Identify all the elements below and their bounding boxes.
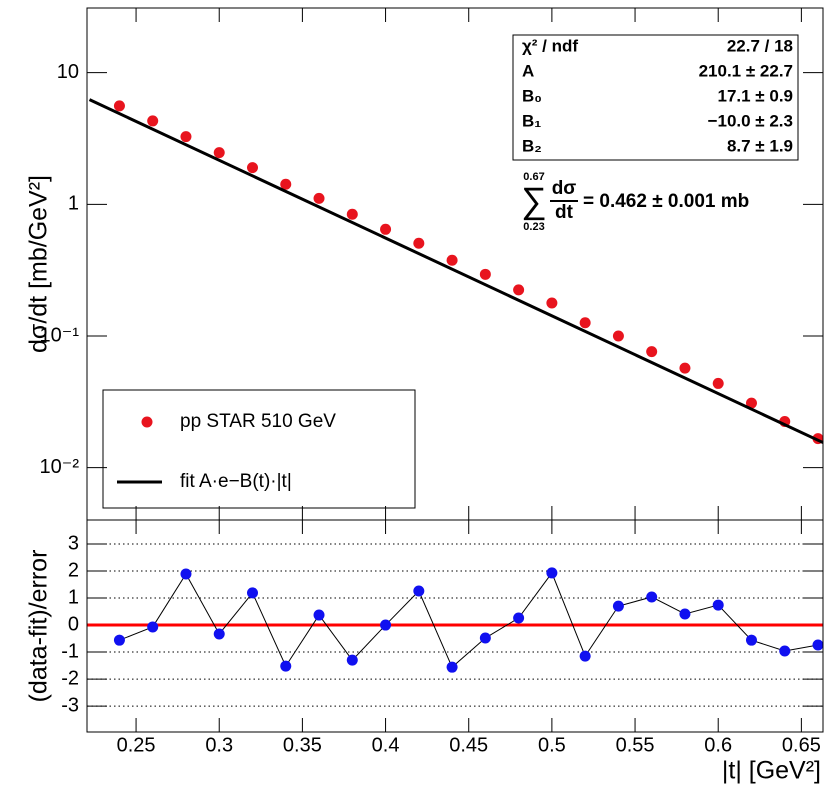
point (380, 223, 392, 235)
y-tick-label: -2 (61, 667, 79, 689)
point (745, 397, 757, 409)
x-tick-label: 0.55 (616, 734, 655, 756)
line (88, 98, 824, 444)
point (280, 660, 292, 672)
stats-name: χ² / ndf (522, 36, 578, 55)
stats-value: −10.0 ± 2.3 (708, 111, 793, 130)
point (113, 100, 125, 112)
point (712, 599, 724, 611)
sum-lower: 0.23 (523, 221, 544, 233)
point (413, 237, 425, 249)
point (712, 377, 724, 389)
point (180, 131, 192, 143)
point (346, 208, 358, 220)
stats-name: B₁ (522, 111, 541, 130)
point (246, 162, 258, 174)
legend-marker (141, 416, 153, 428)
sum-symbol: ∑ (521, 180, 547, 221)
stats-box (512, 34, 799, 161)
stats-name: A (522, 61, 534, 80)
point (413, 585, 425, 597)
point (313, 609, 325, 621)
x-tick-label: 0.45 (449, 734, 488, 756)
legend-label: pp STAR 510 GeV (180, 411, 336, 432)
point (812, 639, 824, 651)
stats-value: 210.1 ± 22.7 (699, 61, 793, 80)
y-tick-label: 10 (57, 61, 79, 83)
point (446, 254, 458, 266)
denominator: dt (555, 202, 574, 223)
y-tick-label: 2 (68, 559, 79, 581)
point (612, 600, 624, 612)
y-tick-label: -1 (61, 640, 79, 662)
y-axis-label: (data-fit)/error (25, 550, 53, 703)
point (745, 634, 757, 646)
point (779, 645, 791, 657)
point (147, 621, 159, 633)
stats-name: B₀ (522, 86, 542, 105)
x-tick-label: 0.65 (782, 734, 821, 756)
point (313, 192, 325, 204)
x-tick-label: 0.25 (117, 734, 156, 756)
x-tick-label: 0.35 (283, 734, 322, 756)
point (213, 147, 225, 159)
point (579, 317, 591, 329)
point (213, 628, 225, 640)
legend-label: fit A·e−B(t)·|t| (180, 471, 292, 492)
line (119, 571, 819, 669)
point (579, 650, 591, 662)
y-tick-label: -3 (61, 694, 79, 716)
x-tick-label: 0.6 (704, 734, 732, 756)
point (646, 346, 658, 358)
point (246, 587, 258, 599)
x-tick-label: 0.4 (372, 734, 400, 756)
point (113, 634, 125, 646)
point (147, 115, 159, 127)
point (513, 612, 525, 624)
point (479, 268, 491, 280)
stats-value: 8.7 ± 1.9 (727, 136, 793, 155)
point (612, 330, 624, 342)
point (679, 362, 691, 374)
x-axis-label: |t| [GeV²] (722, 757, 821, 785)
point (180, 568, 192, 580)
point (646, 591, 658, 603)
y-tick-label: 1 (68, 193, 79, 215)
stats-value: 22.7 / 18 (727, 36, 793, 55)
point (546, 297, 558, 309)
stats-value: 17.1 ± 0.9 (718, 86, 794, 105)
sum-result: = 0.462 ± 0.001 mb (583, 191, 749, 212)
y-tick-label: 10⁻¹ (40, 324, 80, 346)
plot-frame (86, 519, 824, 733)
stats-name: B₂ (522, 136, 542, 155)
point (546, 567, 558, 579)
numerator: dσ (552, 178, 577, 199)
point (280, 178, 292, 190)
point (479, 632, 491, 644)
y-tick-label: 3 (68, 532, 79, 554)
y-tick-label: 10⁻² (40, 456, 80, 478)
x-tick-label: 0.5 (538, 734, 566, 756)
point (513, 284, 525, 296)
y-tick-label: 0 (68, 613, 79, 635)
point (380, 619, 392, 631)
point (679, 608, 691, 620)
y-axis-label: dσ/dt [mb/GeV²] (25, 175, 53, 353)
point (446, 661, 458, 673)
sum-upper: 0.67 (523, 171, 544, 183)
legend-box (102, 389, 416, 509)
point (346, 654, 358, 666)
y-tick-label: 1 (68, 586, 79, 608)
x-tick-label: 0.3 (205, 734, 233, 756)
